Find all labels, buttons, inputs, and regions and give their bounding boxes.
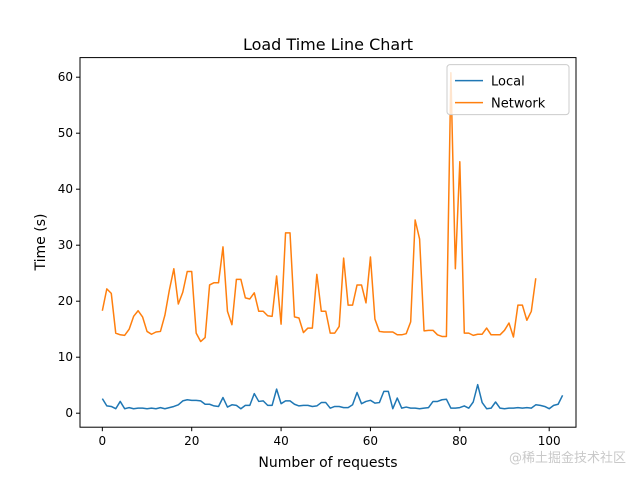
y-axis-label: Time (s): [33, 214, 49, 272]
series-line-network: [101, 71, 537, 343]
x-axis-ticks: 0 20 40 60 80 100: [99, 427, 561, 448]
x-axis-label: Number of requests: [258, 455, 397, 471]
axes-frame: [79, 57, 577, 428]
y-tick-label: 10: [58, 350, 73, 364]
y-tick-label: 60: [58, 70, 73, 84]
y-tick-label: 20: [58, 294, 73, 308]
legend-label-local: Local: [491, 75, 525, 90]
x-tick-label: 0: [99, 434, 107, 448]
legend-label-network: Network: [491, 97, 546, 112]
y-axis-ticks: 0 10 20 30 40 50 60: [58, 70, 80, 420]
legend: Local Network: [446, 64, 570, 116]
y-tick-label: 50: [58, 126, 73, 140]
y-tick-label: 30: [58, 238, 73, 252]
series-line-local: [101, 383, 564, 410]
chart-title: Load Time Line Chart: [243, 35, 413, 54]
x-tick-label: 100: [538, 434, 561, 448]
y-tick-label: 40: [58, 182, 73, 196]
x-tick-label: 40: [273, 434, 288, 448]
x-tick-label: 60: [363, 434, 378, 448]
series-layer: [101, 71, 564, 410]
x-tick-label: 20: [184, 434, 199, 448]
y-tick-label: 0: [65, 406, 73, 420]
x-tick-label: 80: [452, 434, 467, 448]
watermark-text: @稀土掘金技术社区: [508, 451, 626, 466]
